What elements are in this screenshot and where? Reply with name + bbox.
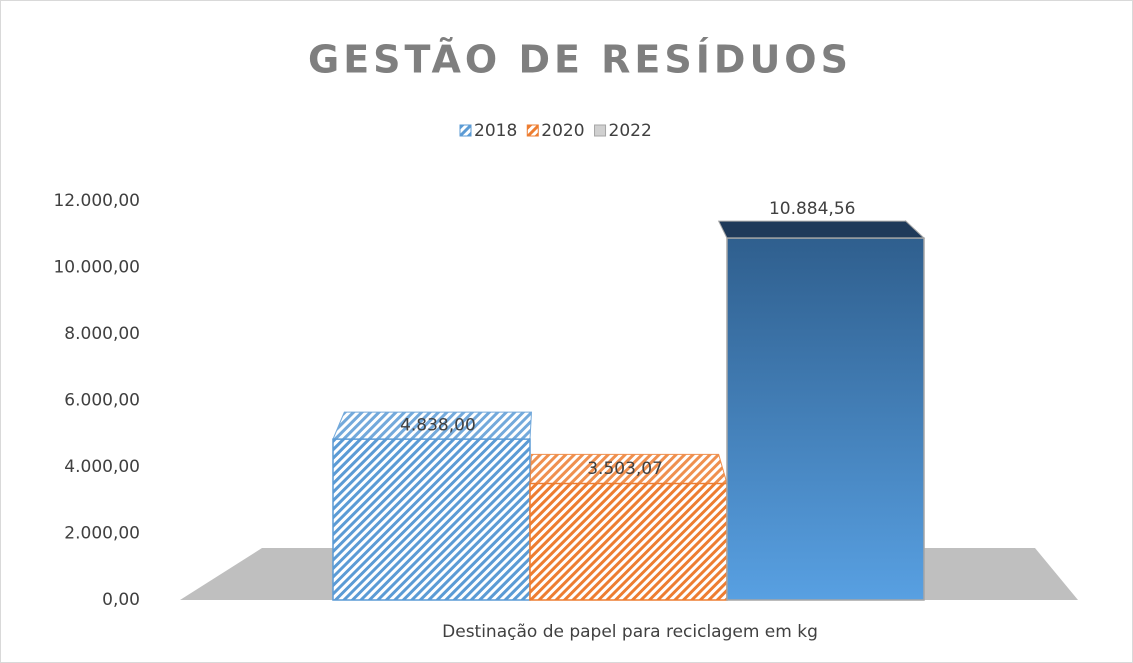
legend-swatch <box>459 124 472 137</box>
legend-label: 2022 <box>609 121 652 141</box>
y-tick-label: 0,00 <box>102 590 140 610</box>
bar <box>332 438 531 601</box>
legend-swatch <box>594 124 607 137</box>
data-label: 4.838,00 <box>400 416 476 436</box>
y-tick-label: 2.000,00 <box>64 524 140 544</box>
y-tick-label: 12.000,00 <box>53 191 140 211</box>
bar <box>529 482 728 601</box>
data-label: 10.884,56 <box>769 199 856 219</box>
bar <box>726 237 925 601</box>
y-tick-label: 8.000,00 <box>64 324 140 344</box>
x-tick-label: Destinação de papel para reciclagem em k… <box>442 622 818 642</box>
y-tick-label: 4.000,00 <box>64 457 140 477</box>
legend-label: 2020 <box>541 121 584 141</box>
chart-title: GESTÃO DE RESÍDUOS <box>308 38 852 82</box>
legend-label: 2018 <box>474 121 517 141</box>
legend-swatch <box>526 124 539 137</box>
data-label: 3.503,07 <box>587 459 663 479</box>
bar-top <box>717 220 926 239</box>
y-tick-label: 6.000,00 <box>64 391 140 411</box>
y-tick-label: 10.000,00 <box>53 258 140 278</box>
